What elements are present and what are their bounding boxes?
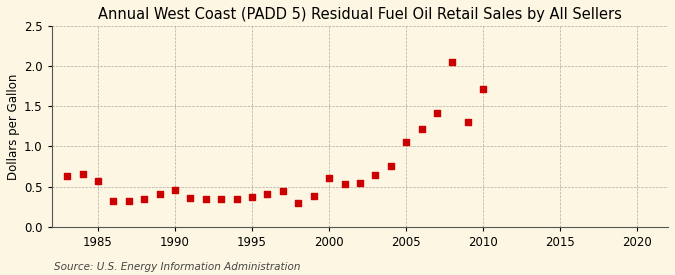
Point <box>154 192 165 196</box>
Point <box>478 86 489 91</box>
Point <box>308 194 319 199</box>
Point <box>108 199 119 203</box>
Point <box>447 60 458 64</box>
Point <box>124 199 134 203</box>
Point <box>246 195 257 199</box>
Point <box>339 182 350 186</box>
Point <box>324 175 335 180</box>
Point <box>185 196 196 200</box>
Point <box>401 139 412 144</box>
Point <box>139 197 150 202</box>
Point <box>92 179 103 183</box>
Point <box>200 197 211 202</box>
Point <box>354 180 365 185</box>
Point <box>462 119 473 124</box>
Point <box>232 197 242 202</box>
Point <box>385 164 396 168</box>
Y-axis label: Dollars per Gallon: Dollars per Gallon <box>7 73 20 180</box>
Point <box>293 200 304 205</box>
Point <box>431 111 442 115</box>
Point <box>216 197 227 202</box>
Point <box>370 172 381 177</box>
Point <box>77 172 88 176</box>
Point <box>416 126 427 131</box>
Point <box>277 189 288 194</box>
Title: Annual West Coast (PADD 5) Residual Fuel Oil Retail Sales by All Sellers: Annual West Coast (PADD 5) Residual Fuel… <box>98 7 622 22</box>
Point <box>169 188 180 192</box>
Point <box>62 174 73 178</box>
Point <box>262 192 273 196</box>
Text: Source: U.S. Energy Information Administration: Source: U.S. Energy Information Administ… <box>54 262 300 272</box>
